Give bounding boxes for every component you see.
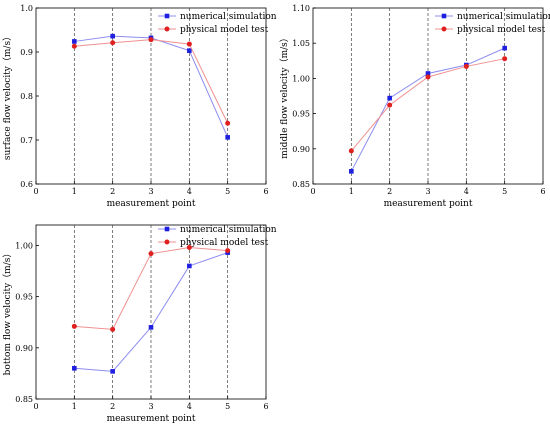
- data-point-physical-model-test: [71, 43, 77, 49]
- y-axis-title: bottom flow velocity（m/s）: [2, 249, 13, 376]
- data-point-numerical-simulation: [72, 365, 77, 371]
- legend-label: numerical simulation: [180, 12, 277, 22]
- data-point-physical-model-test: [225, 248, 231, 254]
- legend: numerical simulation physical model test: [158, 12, 277, 35]
- x-tick-label: 1: [349, 187, 354, 196]
- x-tick-label: 3: [148, 187, 153, 196]
- chart-panel-3: 0 1 2 3 4 5 6 0.85 0.90 0.95 1.00 measurement point…: [2, 224, 277, 424]
- x-tick-label: 5: [502, 187, 507, 196]
- legend-circle-marker: [441, 26, 447, 32]
- x-tick-label: 6: [263, 402, 268, 411]
- y-axis-title: middle flow velocity（m/s）: [279, 33, 290, 159]
- data-point-physical-model-test: [148, 37, 154, 43]
- data-point-numerical-simulation: [502, 45, 507, 51]
- data-point-physical-model-test: [387, 102, 393, 108]
- legend-label: physical model test: [457, 25, 546, 35]
- data-point-physical-model-test: [148, 251, 154, 257]
- legend-label: numerical simulation: [180, 225, 277, 235]
- data-point-numerical-simulation: [72, 39, 77, 44]
- data-point-physical-model-test: [71, 323, 77, 329]
- x-tick-label: 0: [310, 187, 315, 196]
- x-tick-label: 2: [110, 187, 115, 196]
- x-axis-title: measurement point: [384, 199, 473, 209]
- x-tick-label: 1: [72, 187, 77, 196]
- data-point-physical-model-test: [186, 245, 192, 251]
- y-tick-label: 1.10: [292, 4, 310, 13]
- data-point-numerical-simulation: [110, 369, 115, 374]
- data-point-numerical-simulation: [187, 263, 192, 269]
- x-tick-label: 4: [187, 187, 192, 196]
- legend-circle-marker: [164, 239, 170, 245]
- y-tick-label: 0.95: [15, 293, 33, 302]
- data-point-numerical-simulation: [148, 325, 154, 330]
- data-point-physical-model-test: [110, 40, 116, 46]
- y-tick-label: 1.0: [20, 4, 33, 13]
- x-tick-label: 4: [464, 187, 469, 196]
- data-point-numerical-simulation: [387, 95, 392, 101]
- data-point-physical-model-test: [186, 41, 192, 47]
- data-point-physical-model-test: [463, 63, 469, 69]
- x-axis-title: measurement point: [107, 414, 196, 424]
- data-point-physical-model-test: [110, 326, 116, 332]
- legend-circle-marker: [164, 26, 170, 32]
- y-tick-label: 0.90: [15, 344, 33, 353]
- data-point-physical-model-test: [425, 74, 431, 80]
- y-tick-label: 0.6: [20, 180, 33, 189]
- chart-panel-2: 0 1 2 3 4 5 6 0.85 0.90 0.95 1.00 1.05 1.10 measureme…: [279, 4, 550, 209]
- y-tick-label: 1.00: [15, 241, 33, 250]
- legend-square-marker: [441, 13, 447, 19]
- series-line-numerical-simulation: [74, 35, 229, 138]
- y-tick-label: 0.8: [20, 92, 33, 101]
- data-point-numerical-simulation: [225, 135, 230, 140]
- data-point-physical-model-test: [348, 148, 354, 154]
- data-point-physical-model-test: [225, 120, 231, 126]
- x-tick-label: 3: [148, 402, 153, 411]
- y-tick-label: 1.05: [292, 39, 310, 48]
- y-tick-label: 1.00: [292, 74, 310, 83]
- x-tick-label: 1: [72, 402, 77, 411]
- legend-label: physical model test: [180, 25, 269, 35]
- x-tick-label: 6: [263, 187, 268, 196]
- data-point-numerical-simulation: [110, 33, 115, 39]
- x-tick-label: 0: [33, 402, 38, 411]
- x-tick-label: 5: [225, 402, 230, 411]
- x-tick-label: 0: [33, 187, 38, 196]
- legend: numerical simulation physical model test: [158, 225, 277, 248]
- legend-label: numerical simulation: [457, 12, 550, 22]
- x-tick-label: 2: [110, 402, 115, 411]
- data-point-numerical-simulation: [349, 169, 354, 174]
- x-tick-label: 5: [225, 187, 230, 196]
- data-point-numerical-simulation: [425, 71, 431, 76]
- y-axis-title: surface flow velocity（m/s）: [2, 32, 13, 160]
- legend: numerical simulation physical model test: [435, 12, 550, 35]
- data-point-numerical-simulation: [187, 48, 192, 53]
- y-tick-label: 0.90: [292, 145, 310, 154]
- legend-square-marker: [164, 13, 170, 19]
- x-axis-title: measurement point: [107, 199, 196, 209]
- x-tick-label: 3: [425, 187, 430, 196]
- y-tick-label: 0.9: [20, 48, 33, 57]
- chart-panel-1: 0 1 2 3 4 5 6 0.6 0.7 0.8 0.9 1.0 measurement point s…: [2, 4, 277, 209]
- x-tick-label: 2: [387, 187, 392, 196]
- legend-label: physical model test: [180, 238, 269, 248]
- x-tick-label: 4: [187, 402, 192, 411]
- y-tick-label: 0.7: [20, 136, 33, 145]
- y-tick-label: 0.95: [292, 110, 310, 119]
- y-tick-label: 0.85: [292, 180, 310, 189]
- y-tick-label: 0.85: [15, 395, 33, 404]
- data-point-physical-model-test: [502, 56, 508, 62]
- x-tick-label: 6: [540, 187, 545, 196]
- legend-square-marker: [164, 226, 170, 232]
